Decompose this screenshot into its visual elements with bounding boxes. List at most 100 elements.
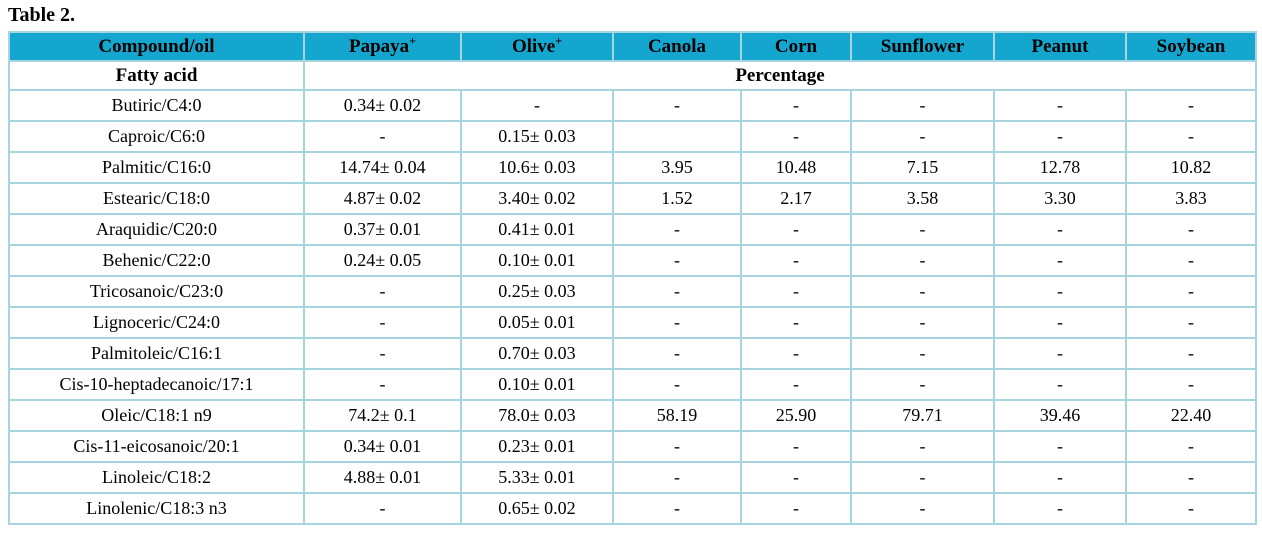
value-cell: - [993,337,1127,370]
value-cell: 0.05± 0.01 [460,306,614,339]
value-cell: - [612,306,742,339]
value-cell: - [740,213,852,246]
value-cell: 79.71 [850,399,995,432]
value-cell: 0.37± 0.01 [303,213,462,246]
header-row: Compound/oil Papaya+ Olive+ Canola Corn … [8,31,1257,62]
value-cell: - [1125,275,1257,308]
fatty-acid-name-cell: Caproic/C6:0 [8,120,305,153]
value-cell: - [303,337,462,370]
value-cell: - [850,492,995,525]
value-cell: - [1125,306,1257,339]
col-header-soybean: Soybean [1125,31,1257,62]
table-row: Tricosanoic/C23:0-0.25± 0.03- - - - - [8,275,1257,308]
col-header-sup: + [409,33,417,48]
table-row: Palmitic/C16:0 14.74± 0.04 10.6± 0.03 3.95 1… [8,151,1257,184]
fatty-acid-name-cell: Tricosanoic/C23:0 [8,275,305,308]
value-cell: 74.2± 0.1 [303,399,462,432]
value-cell: - [1125,89,1257,122]
value-cell: - [850,275,995,308]
value-cell: 0.23± 0.01 [460,430,614,463]
value-cell: - [303,492,462,525]
col-header-corn: Corn [740,31,852,62]
value-cell: - [740,120,852,153]
value-cell: 1.52 [612,182,742,215]
fatty-acid-name-cell: Butiric/C4:0 [8,89,305,122]
value-cell: - [1125,213,1257,246]
fatty-acid-name-cell: Linoleic/C18:2 [8,461,305,494]
value-cell: 3.95 [612,151,742,184]
value-cell: 10.48 [740,151,852,184]
table-row: Palmitoleic/C16:1-0.70± 0.03- - - - - [8,337,1257,370]
table-row: Araquidic/C20:0 0.37± 0.01 0.41± 0.01- - - - - [8,213,1257,246]
subheader-row: Fatty acid Percentage [8,60,1257,91]
col-header-papaya: Papaya+ [303,31,462,62]
col-header-label: Papaya [348,35,410,57]
value-cell: - [1125,461,1257,494]
table-body: Fatty acid Percentage Butiric/C4:0 0.34± … [8,60,1257,525]
value-cell: 0.10± 0.01 [460,368,614,401]
value-cell: 0.24± 0.05 [303,244,462,277]
value-cell: - [612,368,742,401]
table-row: Lignoceric/C24:0-0.05± 0.01- - - - - [8,306,1257,339]
col-header-canola: Canola [612,31,742,62]
value-cell: 58.19 [612,399,742,432]
value-cell: 78.0± 0.03 [460,399,614,432]
value-cell: - [993,213,1127,246]
value-cell: - [612,337,742,370]
fatty-acid-name-cell: Palmitoleic/C16:1 [8,337,305,370]
value-cell: - [993,244,1127,277]
value-cell: - [993,430,1127,463]
fatty-acid-name-cell: Linolenic/C18:3 n3 [8,492,305,525]
value-cell: - [850,89,995,122]
value-cell: 7.15 [850,151,995,184]
fatty-acid-name-cell: Cis-11-eicosanoic/20:1 [8,430,305,463]
value-cell: 0.25± 0.03 [460,275,614,308]
value-cell: - [993,275,1127,308]
value-cell: - [1125,337,1257,370]
value-cell: 0.34± 0.01 [303,430,462,463]
value-cell: 3.83 [1125,182,1257,215]
value-cell: 3.30 [993,182,1127,215]
value-cell: - [303,275,462,308]
fatty-acid-name-cell: Palmitic/C16:0 [8,151,305,184]
value-cell: 5.33± 0.01 [460,461,614,494]
value-cell: - [612,213,742,246]
value-cell: - [993,306,1127,339]
col-header-label: Canola [647,35,707,57]
value-cell [612,120,742,153]
value-cell: 3.40± 0.02 [460,182,614,215]
value-cell: 39.46 [993,399,1127,432]
col-header-label: Compound/oil [98,35,215,57]
value-cell: 12.78 [993,151,1127,184]
value-cell: - [612,430,742,463]
value-cell: - [460,89,614,122]
value-cell: - [740,430,852,463]
subheader-fatty-acid: Fatty acid [8,60,305,91]
value-cell: - [850,120,995,153]
value-cell: - [993,120,1127,153]
col-header-label: Corn [774,35,818,57]
value-cell: - [740,89,852,122]
fatty-acid-name-cell: Estearic/C18:0 [8,182,305,215]
value-cell: - [740,275,852,308]
value-cell: - [993,89,1127,122]
table-row: Behenic/C22:0 0.24± 0.05 0.10± 0.01- - - - - [8,244,1257,277]
col-header-label: Sunflower [880,35,965,57]
fatty-acid-name-cell: Cis-10-heptadecanoic/17:1 [8,368,305,401]
table-row: Linoleic/C18:2 4.88± 0.01 5.33± 0.01- - - - - [8,461,1257,494]
value-cell: - [850,213,995,246]
value-cell: 0.10± 0.01 [460,244,614,277]
fatty-acid-name-cell: Behenic/C22:0 [8,244,305,277]
col-header-label: Olive [511,35,556,57]
value-cell: - [993,461,1127,494]
value-cell: - [303,306,462,339]
value-cell: - [850,461,995,494]
value-cell: - [1125,120,1257,153]
value-cell: 0.34± 0.02 [303,89,462,122]
value-cell: 25.90 [740,399,852,432]
value-cell: 0.41± 0.01 [460,213,614,246]
value-cell: - [850,368,995,401]
value-cell: - [612,461,742,494]
fatty-acid-name-cell: Araquidic/C20:0 [8,213,305,246]
col-header-label: Soybean [1156,35,1226,57]
